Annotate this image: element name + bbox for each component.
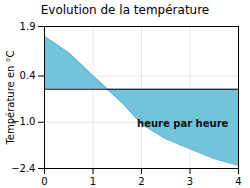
svg-text:4: 4 [235,176,241,187]
svg-text:1: 1 [90,176,96,187]
svg-text:1.9: 1.9 [20,21,36,32]
svg-text:3: 3 [187,176,193,187]
html-text:Evolution de la température: Evolution de la température [40,3,210,17]
svg-text:0: 0 [41,176,47,187]
svg-text:−2.4: −2.4 [11,163,35,174]
svg-text:0.4: 0.4 [20,70,36,81]
svg-text:2: 2 [138,176,144,187]
svg-text:−1.0: −1.0 [11,116,36,128]
svg-text:Température en °C: Température en °C [5,50,16,145]
svg-text:heure par heure: heure par heure [137,118,228,129]
